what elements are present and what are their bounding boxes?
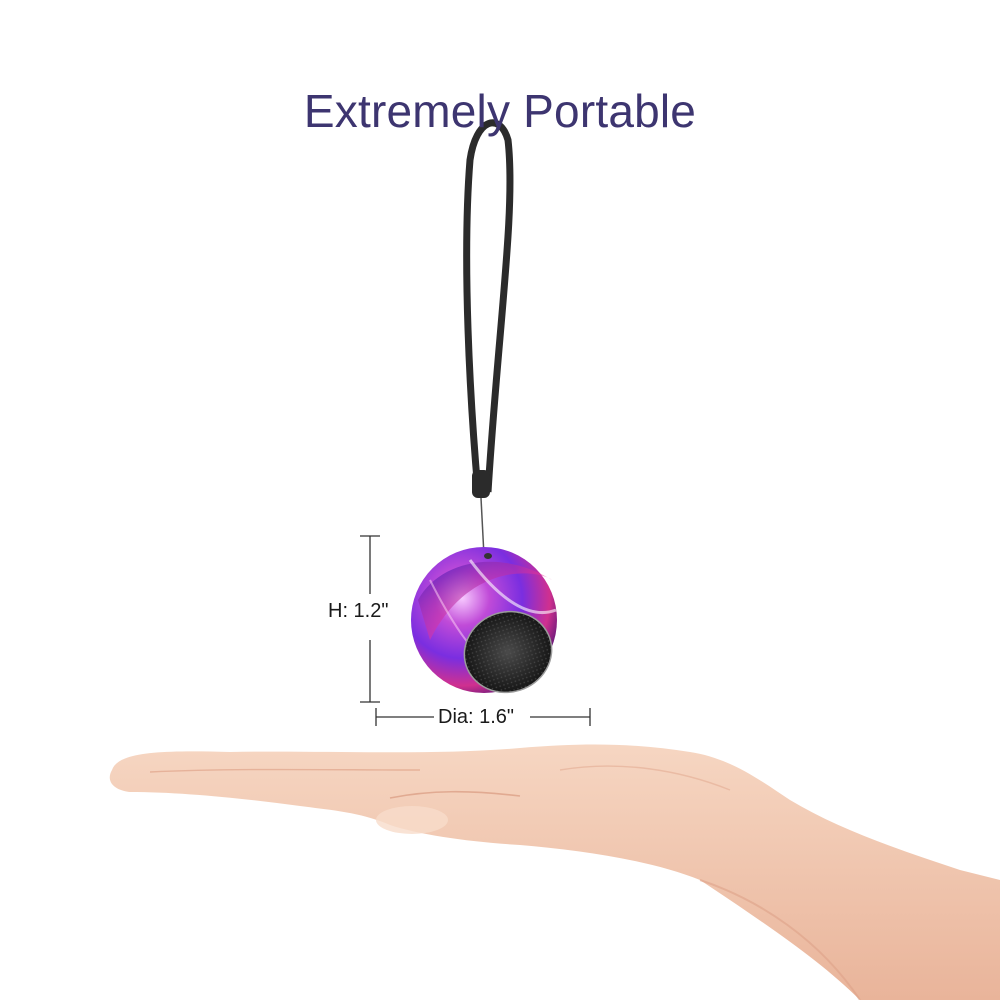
height-label: H: 1.2"	[328, 600, 389, 622]
height-dimension-line	[360, 535, 380, 703]
headline: Extremely Portable	[303, 85, 697, 137]
open-hand	[109, 744, 1000, 1001]
speaker-ball	[411, 547, 557, 694]
diameter-dimension-line	[375, 708, 591, 726]
lanyard-strap	[463, 119, 514, 557]
diameter-label: Dia: 1.6"	[434, 706, 519, 729]
